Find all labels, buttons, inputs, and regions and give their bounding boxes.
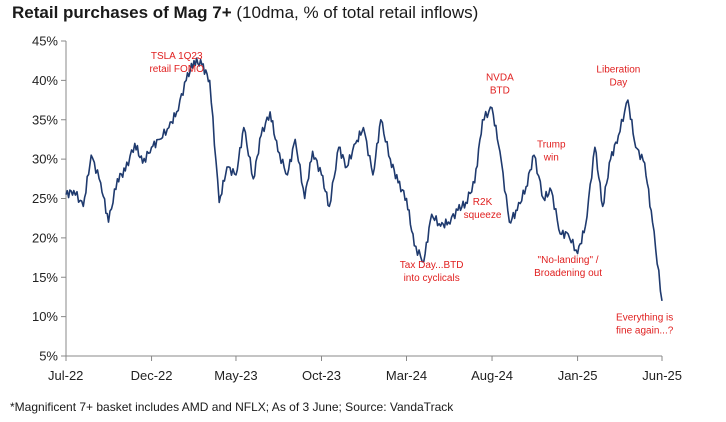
chart-title-main: Retail purchases of Mag 7+ — [12, 3, 232, 22]
annotation-line: fine again...? — [616, 326, 674, 337]
y-tick-label: 25% — [32, 191, 58, 206]
series-lines — [65, 57, 663, 302]
y-tick-label: 30% — [32, 152, 58, 167]
x-tick-label: Mar-24 — [386, 368, 427, 383]
y-tick-label: 5% — [39, 349, 58, 364]
annotation-line: R2K — [473, 197, 493, 208]
annotation-line: Day — [609, 78, 627, 89]
annotation-label: NVDA BTD — [486, 72, 514, 96]
y-tick-label: 45% — [32, 34, 58, 49]
annotation-label: Everything is fine again...? — [616, 313, 674, 337]
series-line — [65, 57, 663, 302]
annotation-line: Broadening out — [534, 268, 602, 279]
footnote: *Magnificent 7+ basket includes AMD and … — [10, 400, 454, 414]
y-tick-label: 35% — [32, 112, 58, 127]
annotation-label: "No-landing" / Broadening out — [534, 255, 602, 279]
x-tick-label: Dec-22 — [131, 368, 173, 383]
annotation-line: "No-landing" / — [538, 255, 599, 266]
annotations: TSLA 1Q23 retail FOMO NVDA BTD Liberation Day… — [149, 51, 673, 336]
annotation-line: NVDA — [486, 72, 514, 83]
annotation-line: squeeze — [464, 210, 502, 221]
annotation-label: R2K squeeze — [464, 197, 502, 221]
x-tick-label: Oct-23 — [302, 368, 341, 383]
annotation-line: win — [543, 152, 559, 163]
annotation-line: BTD — [490, 85, 510, 96]
x-tick-label: Jul-22 — [48, 368, 83, 383]
x-tick-label: Jun-25 — [642, 368, 682, 383]
x-tick-label: May-23 — [214, 368, 257, 383]
chart-title: Retail purchases of Mag 7+ (10dma, % of … — [12, 3, 478, 23]
annotation-line: Trump — [537, 139, 566, 150]
chart-title-sub: (10dma, % of total retail inflows) — [231, 3, 479, 22]
x-tick-label: Jan-25 — [558, 368, 598, 383]
annotation-line: TSLA 1Q23 — [151, 51, 203, 62]
x-axis: Jul-22 Dec-22 May-23 Oct-23 Mar-24 Aug-24 Jan-… — [48, 356, 682, 383]
annotation-line: retail FOMO — [149, 64, 204, 75]
annotation-line: into cyclicals — [404, 273, 460, 284]
y-axis: 5% 10% 15% 20% 25% 30% 35% 40% 45% — [32, 34, 66, 364]
x-tick-label: Aug-24 — [471, 368, 513, 383]
annotation-line: Liberation — [596, 65, 640, 76]
y-tick-label: 15% — [32, 270, 58, 285]
annotation-line: Tax Day...BTD — [400, 260, 464, 271]
y-tick-label: 40% — [32, 73, 58, 88]
chart-axes — [65, 41, 662, 357]
y-tick-label: 10% — [32, 309, 58, 324]
annotation-label: Tax Day...BTD into cyclicals — [400, 260, 464, 284]
y-tick-label: 20% — [32, 230, 58, 245]
annotation-label: Trump win — [537, 139, 566, 163]
annotation-label: TSLA 1Q23 retail FOMO — [149, 51, 204, 75]
annotation-label: Liberation Day — [596, 65, 640, 89]
annotation-line: Everything is — [616, 313, 673, 324]
